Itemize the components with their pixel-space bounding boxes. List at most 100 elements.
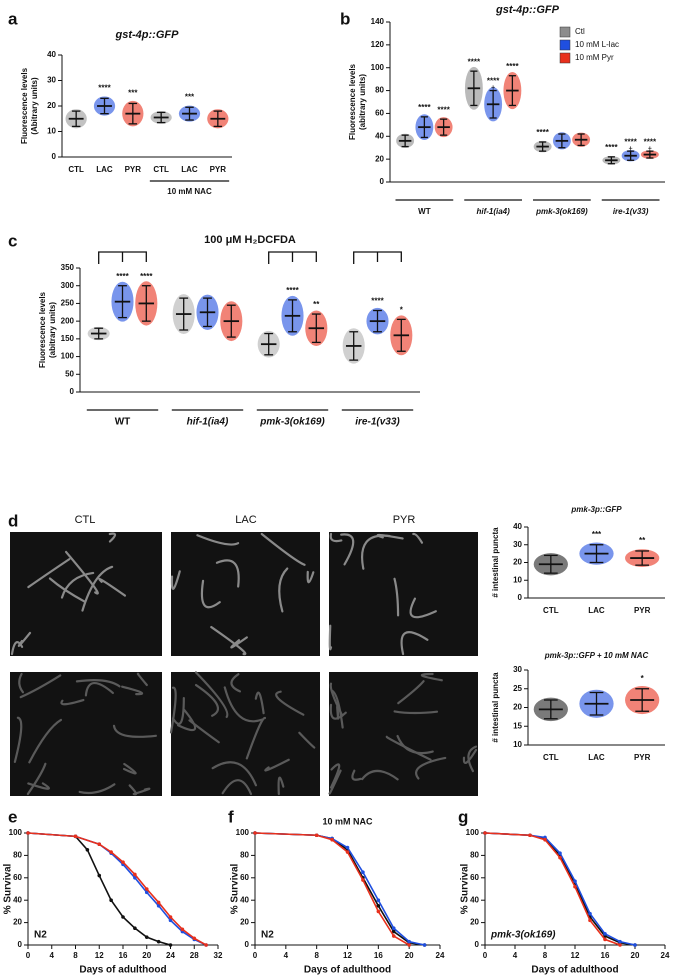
x-tick-label: 0	[26, 951, 31, 960]
survival-point	[109, 898, 113, 902]
panel-letter: a	[8, 9, 18, 28]
group-label: WT	[115, 417, 131, 428]
survival-point	[133, 872, 137, 877]
survival-point	[168, 943, 173, 947]
survival-point	[618, 939, 622, 944]
x-axis-label: Days of adulthood	[304, 965, 391, 976]
survival-line	[484, 832, 636, 946]
significance: ****	[371, 297, 384, 306]
worm	[136, 672, 148, 687]
significance: *	[641, 674, 645, 683]
worm	[329, 703, 347, 720]
group-label: WT	[418, 207, 431, 216]
micrograph	[10, 532, 162, 656]
survival-point	[345, 845, 350, 850]
survival-point	[361, 878, 365, 882]
survival-point	[144, 890, 149, 895]
significance: ****	[468, 57, 481, 66]
y-tick-label: 50	[65, 369, 74, 378]
y-axis-label: Fluorescence levels	[348, 63, 357, 140]
chart-title: pmk-3p::GFP + 10 mM NAC	[544, 651, 649, 660]
worm	[27, 558, 71, 589]
worm	[17, 631, 32, 647]
worm	[75, 679, 121, 688]
significance: *	[400, 305, 404, 314]
survival-point	[133, 876, 137, 880]
significance: ****	[644, 137, 657, 146]
worm	[260, 532, 306, 566]
survival-point	[361, 870, 365, 874]
y-axis-label: # intestinal puncta	[491, 672, 500, 743]
bracket	[268, 251, 317, 264]
survival-point	[26, 831, 30, 835]
image-label: LAC	[235, 514, 256, 526]
worm	[351, 769, 362, 781]
strain-label: N2	[34, 930, 47, 941]
worm	[108, 532, 117, 543]
y-tick-label: 100	[466, 828, 480, 837]
survival-point	[180, 927, 185, 932]
y-tick-label: 15	[513, 721, 522, 730]
x-tick-label: 8	[543, 951, 548, 960]
significance: ****	[140, 272, 153, 281]
x-tick-label: CTL	[68, 165, 84, 174]
survival-point	[168, 915, 173, 919]
significance: ***	[592, 530, 602, 539]
y-tick-label: 10	[513, 575, 522, 584]
y-axis-label: % Survival	[230, 863, 241, 914]
worm	[19, 674, 62, 699]
worm	[26, 762, 47, 796]
y-tick-label: 100	[371, 63, 385, 72]
worm	[400, 631, 429, 656]
y-tick-label: 40	[47, 50, 56, 59]
significance: ****	[624, 137, 637, 146]
micrograph	[171, 532, 320, 656]
x-tick-label: 0	[483, 951, 488, 960]
legend-label: 10 mM Pyr	[575, 53, 614, 62]
survival-point	[588, 918, 592, 923]
worm	[328, 624, 333, 651]
survival-point	[603, 937, 607, 942]
legend-label: Ctl	[575, 27, 585, 36]
y-tick-label: 10	[47, 127, 56, 136]
group-label: hif-1(ia4)	[476, 207, 510, 216]
survival-point	[543, 837, 547, 842]
significance: ****	[98, 83, 111, 92]
survival-point	[407, 939, 411, 944]
chart-title: gst-4p::GFP	[115, 29, 180, 41]
worm	[397, 680, 425, 705]
worm	[393, 710, 439, 715]
survival-point	[330, 837, 334, 842]
y-tick-label: 300	[61, 281, 75, 290]
survival-point	[558, 851, 562, 855]
survival-point	[121, 860, 125, 864]
worm	[64, 550, 99, 595]
worm	[171, 697, 185, 725]
x-tick-label: 12	[95, 951, 104, 960]
y-tick-label: 60	[470, 873, 479, 882]
group-label: ire-1(v33)	[613, 207, 649, 216]
survival-point	[133, 926, 137, 930]
panel-letter: g	[458, 807, 468, 826]
worm	[277, 776, 285, 796]
worm	[396, 734, 434, 755]
survival-point	[391, 934, 396, 938]
panel-letter: b	[340, 9, 350, 28]
y-axis-label: # intestinal puncta	[491, 527, 500, 598]
survival-point	[376, 909, 381, 914]
worm	[18, 672, 25, 694]
x-tick-label: 0	[253, 951, 258, 960]
significance: ****	[536, 128, 549, 137]
dagger: †	[491, 85, 495, 94]
panel-letter: c	[8, 231, 17, 250]
y-tick-label: 150	[61, 334, 75, 343]
worm	[196, 534, 240, 546]
y-tick-label: 120	[371, 40, 385, 49]
micrograph	[171, 672, 320, 796]
survival-point	[156, 939, 161, 944]
x-tick-label: LAC	[588, 606, 605, 615]
y-tick-label: 60	[375, 109, 384, 118]
y-axis-label: % Survival	[3, 863, 14, 914]
significance: ****	[605, 143, 618, 152]
x-tick-label: PYR	[210, 165, 227, 174]
